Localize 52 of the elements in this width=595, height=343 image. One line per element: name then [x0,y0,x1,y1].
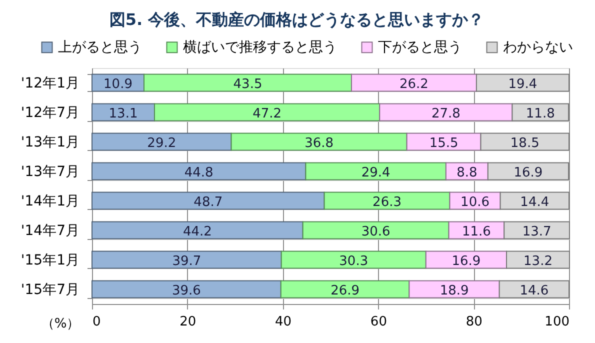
y-tick-label: '12年1月 [20,75,80,92]
legend-label: 横ばいで推移すると思う [183,39,337,56]
data-label: 16.9 [452,254,481,269]
data-label: 47.2 [252,106,282,122]
data-label: 44.8 [184,165,214,180]
y-tick-label: '13年1月 [20,134,80,150]
data-label: 14.6 [520,283,549,298]
data-label: 16.9 [514,165,543,180]
data-label: 14.4 [520,194,550,210]
data-label: 44.2 [182,224,212,240]
data-label: 19.4 [508,76,538,92]
data-label: 43.5 [233,76,262,92]
legend-label: 上がると思う [58,39,142,56]
data-label: 48.7 [194,194,223,210]
x-tick-label: 0 [92,314,101,330]
data-label: 11.8 [526,106,555,122]
data-label: 13.2 [524,254,552,269]
data-label: 30.6 [361,224,390,240]
data-label: 11.6 [462,224,491,240]
x-tick-label: 20 [180,314,196,330]
x-tick-label: 100 [544,314,570,330]
data-label: 18.9 [440,283,469,298]
chart-title: 図5. 今後、不動産の価格はどうなると思いますか？ [109,10,484,29]
legend-label: わからない [503,39,573,56]
data-label: 26.2 [400,76,428,92]
x-axis-title: （%） [41,316,80,332]
data-label: 29.2 [147,136,176,151]
y-tick-label: '12年7月 [20,104,80,121]
data-label: 10.9 [104,76,132,92]
x-tick-label: 40 [275,314,292,330]
data-label: 13.7 [522,224,552,240]
data-label: 36.8 [304,136,334,151]
x-tick-label: 60 [370,314,387,330]
data-label: 13.1 [108,106,138,122]
data-label: 30.3 [339,254,368,269]
y-tick-label: '15年1月 [20,252,80,268]
data-label: 29.4 [361,165,390,180]
legend-label: 下がると思う [378,39,462,56]
data-label: 39.7 [172,254,202,269]
data-label: 8.8 [456,165,478,180]
y-tick-label: '13年7月 [20,164,80,180]
x-tick-label: 80 [466,314,482,330]
data-label: 10.6 [460,194,490,210]
y-tick-label: '14年7月 [20,222,80,239]
data-label: 18.5 [510,136,540,151]
data-label: 26.3 [372,194,402,210]
data-label: 15.5 [429,136,458,151]
y-tick-label: '14年1月 [20,193,80,210]
data-label: 26.9 [330,283,360,298]
data-label: 27.8 [431,106,460,122]
y-tick-label: '15年7月 [20,282,80,298]
data-label: 39.6 [172,283,201,298]
